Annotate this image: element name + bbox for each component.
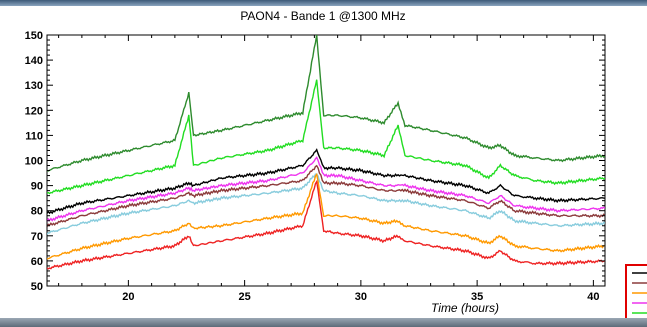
y-tick-label: 140 [25, 55, 43, 67]
chart-title: PAON4 - Bande 1 @1300 MHz [240, 9, 405, 23]
y-tick-label: 70 [31, 231, 43, 243]
y-tick-label: 130 [25, 80, 43, 92]
legend-box [625, 264, 647, 327]
series-line [47, 79, 605, 195]
series-line [47, 173, 605, 235]
y-tick-label: 90 [31, 181, 43, 193]
plot-border [46, 34, 606, 287]
series-line [47, 172, 605, 260]
series-line [47, 35, 605, 172]
x-tick-label: 25 [239, 291, 251, 303]
series-line [47, 156, 605, 222]
x-tick-label: 35 [471, 291, 483, 303]
y-tick-label: 100 [25, 156, 43, 168]
x-tick-label: 20 [122, 291, 134, 303]
y-tick-label: 120 [25, 105, 43, 117]
series-layer [47, 35, 605, 270]
x-tick-label: 40 [587, 291, 599, 303]
plot-frame [46, 34, 606, 287]
window-top-bar [0, 0, 647, 6]
series-line [47, 148, 605, 215]
y-tick-label: 80 [31, 206, 43, 218]
series-line [47, 179, 605, 270]
y-tick-label: 60 [31, 256, 43, 268]
window-bottom-bar [0, 318, 647, 327]
axis-layer: 50 60 70 80 90 100 110 120 130 140 150 20 25 30 35 40 [25, 30, 605, 303]
y-tick-label: 50 [31, 281, 43, 293]
x-tick-label: 30 [355, 291, 367, 303]
x-axis-label: Time (hours) [431, 301, 499, 315]
legend [625, 264, 647, 327]
y-tick-label: 150 [25, 30, 43, 42]
series-line [47, 164, 605, 228]
y-tick-label: 110 [25, 130, 43, 142]
